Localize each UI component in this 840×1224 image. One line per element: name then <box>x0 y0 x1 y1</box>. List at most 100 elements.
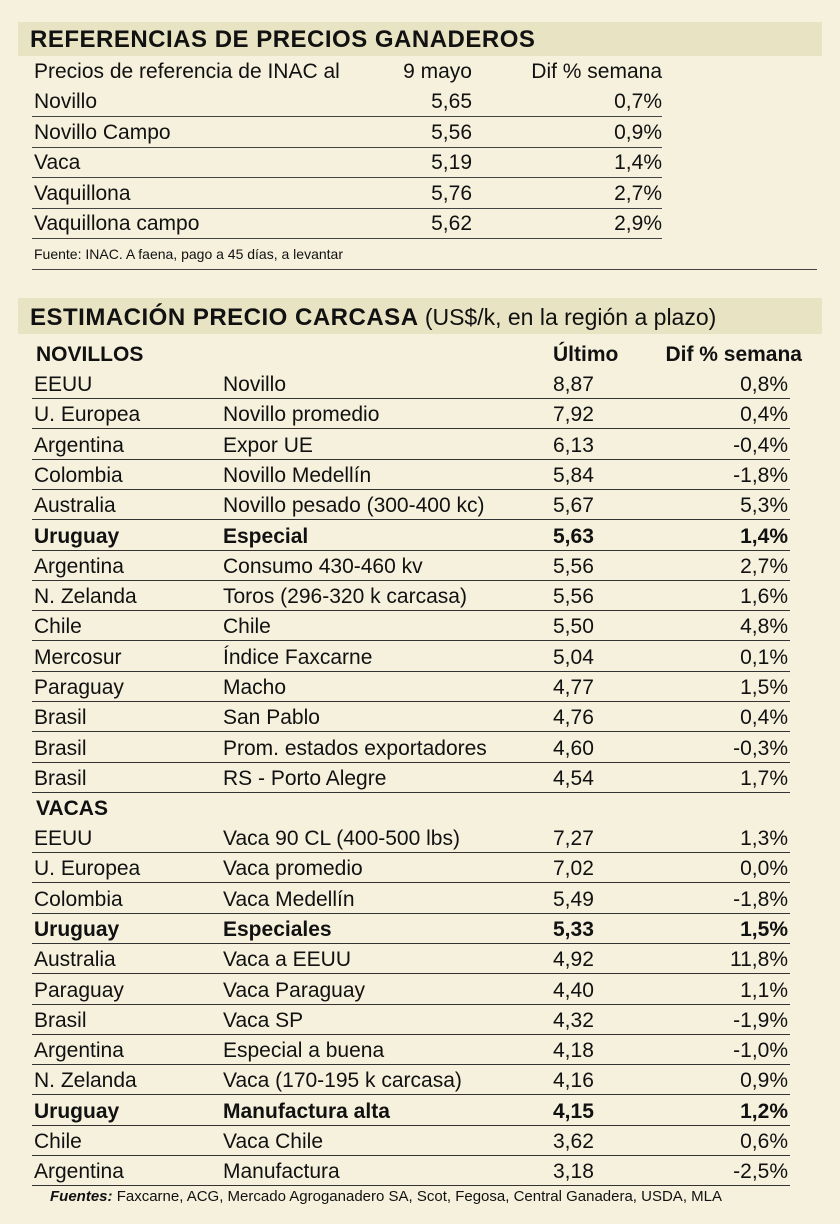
ref-row-name: Vaca <box>34 151 81 174</box>
table-row: Colombia Novillo Medellín 5,84 -1,8% <box>32 459 790 490</box>
row-country: Chile <box>34 1130 82 1153</box>
row-description: Novillo pesado (300-400 kc) <box>223 494 485 518</box>
row-description: Manufactura alta <box>223 1099 390 1123</box>
row-country: Uruguay <box>34 917 120 941</box>
row-diff: -1,9% <box>733 1008 788 1032</box>
row-description: Manufactura <box>223 1160 340 1184</box>
ref-row-name: Vaquillona <box>34 181 131 205</box>
row-diff: 1,2% <box>740 1099 788 1123</box>
table-row: Brasil RS - Porto Alegre 4,54 1,7% <box>32 762 790 793</box>
table-row: Mercosur Índice Faxcarne 5,04 0,1% <box>32 641 790 672</box>
row-description: San Pablo <box>223 706 320 730</box>
ref-row-name: Vaquillona campo <box>34 212 200 235</box>
row-last-price: 5,33 <box>553 917 594 941</box>
row-country: Paraguay <box>34 676 124 699</box>
row-last-price: 4,54 <box>553 766 594 790</box>
row-country: U. Europea <box>34 403 141 427</box>
ref-row-name: Novillo <box>34 90 98 113</box>
row-last-price: 6,13 <box>553 433 594 457</box>
row-diff: -1,8% <box>733 887 788 911</box>
ref-row-price: 5,65 <box>431 90 472 113</box>
ref-source-divider <box>32 269 817 270</box>
row-country: Argentina <box>34 1039 124 1063</box>
table-row: Argentina Especial a buena 4,18 -1,0% <box>32 1034 790 1066</box>
ref-row-diff: 1,4% <box>614 151 662 174</box>
row-diff: -0,3% <box>733 736 788 760</box>
ref-row: Novillo 5,65 0,7% <box>32 86 662 117</box>
ref-header-diff: Dif % semana <box>531 60 662 83</box>
ref-row-price: 5,56 <box>431 120 472 144</box>
est-title-main: ESTIMACIÓN PRECIO CARCASA <box>30 304 418 331</box>
row-country: Brasil <box>34 706 87 730</box>
est-title-sub: (US$/k, en la región a plazo) <box>424 304 717 330</box>
table-row: Chile Vaca Chile 3,62 0,6% <box>32 1125 790 1156</box>
row-last-price: 7,27 <box>553 827 594 850</box>
row-description: Consumo 430-460 kv <box>223 554 423 578</box>
row-diff: 0,0% <box>740 857 788 881</box>
row-description: Vaca promedio <box>223 857 363 881</box>
ref-row-price: 5,62 <box>431 212 472 235</box>
table-row: U. Europea Novillo promedio 7,92 0,4% <box>32 398 790 430</box>
row-country: Paraguay <box>34 978 124 1002</box>
table-row: Uruguay Especiales 5,33 1,5% <box>32 913 790 944</box>
row-last-price: 4,60 <box>553 736 594 760</box>
row-diff: 1,3% <box>740 827 788 850</box>
row-diff: 4,8% <box>740 615 788 639</box>
row-country: Colombia <box>34 887 123 911</box>
row-description: Especiales <box>223 917 332 941</box>
row-last-price: 5,56 <box>553 585 594 609</box>
row-last-price: 5,04 <box>553 645 594 669</box>
ref-row: Vaquillona campo 5,62 2,9% <box>32 208 662 239</box>
row-last-price: 4,32 <box>553 1008 594 1032</box>
ref-row-diff: 0,7% <box>614 90 662 113</box>
row-last-price: 5,50 <box>553 615 594 639</box>
ref-row-name: Novillo Campo <box>34 120 171 144</box>
row-description: Macho <box>223 676 287 699</box>
row-description: Índice Faxcarne <box>223 645 373 669</box>
table-row: N. Zelanda Vaca (170-195 k carcasa) 4,16 0,… <box>32 1064 790 1096</box>
row-diff: 0,1% <box>740 645 788 669</box>
row-description: Vaca (170-195 k carcasa) <box>223 1069 462 1093</box>
row-last-price: 5,84 <box>553 463 594 487</box>
ref-row-price: 5,19 <box>431 151 472 174</box>
row-diff: 0,9% <box>740 1069 788 1093</box>
row-last-price: 4,18 <box>553 1039 594 1063</box>
row-last-price: 4,76 <box>553 706 594 730</box>
row-last-price: 7,92 <box>553 403 594 427</box>
est-title-band: ESTIMACIÓN PRECIO CARCASA (US$/k, en la … <box>18 298 822 334</box>
row-diff: 0,4% <box>740 403 788 427</box>
ref-title-band: REFERENCIAS DE PRECIOS GANADEROS <box>18 22 822 56</box>
ref-row: Vaquillona 5,76 2,7% <box>32 178 662 209</box>
table-row: Brasil Prom. estados exportadores 4,60 -0,3… <box>32 732 790 763</box>
row-description: Chile <box>223 615 271 639</box>
row-country: Australia <box>34 948 116 972</box>
col-diff-header: Dif % semana <box>665 343 802 366</box>
row-last-price: 4,40 <box>553 978 594 1002</box>
ref-row-diff: 0,9% <box>614 120 662 144</box>
row-description: Novillo <box>223 373 287 396</box>
row-country: N. Zelanda <box>34 1069 137 1093</box>
row-country: Colombia <box>34 463 123 487</box>
row-description: Vaca a EEUU <box>223 948 351 972</box>
row-description: Vaca SP <box>223 1008 304 1032</box>
novillos-heading: NOVILLOS <box>36 343 144 366</box>
row-diff: 0,6% <box>740 1130 788 1153</box>
row-last-price: 4,77 <box>553 676 594 699</box>
row-diff: 1,7% <box>740 766 788 790</box>
row-country: U. Europea <box>34 857 141 881</box>
row-diff: -0,4% <box>733 433 788 457</box>
ref-header-label: Precios de referencia de INAC al <box>34 60 340 83</box>
row-diff: 2,7% <box>740 554 788 578</box>
row-diff: -1,8% <box>733 463 788 487</box>
row-description: Toros (296-320 k carcasa) <box>223 585 467 609</box>
row-description: Especial <box>223 524 309 548</box>
row-last-price: 5,56 <box>553 554 594 578</box>
ref-header-row: Precios de referencia de INAC al 9 mayo … <box>32 56 662 86</box>
ref-row-diff: 2,9% <box>614 212 662 235</box>
row-last-price: 8,87 <box>553 373 594 396</box>
ref-header-date: 9 mayo <box>403 60 472 83</box>
table-row: N. Zelanda Toros (296-320 k carcasa) 5,56 1… <box>32 580 790 612</box>
row-description: Vaca Paraguay <box>223 978 366 1002</box>
table-row: Argentina Consumo 430-460 kv 5,56 2,7% <box>32 550 790 581</box>
ref-row: Novillo Campo 5,56 0,9% <box>32 117 662 148</box>
